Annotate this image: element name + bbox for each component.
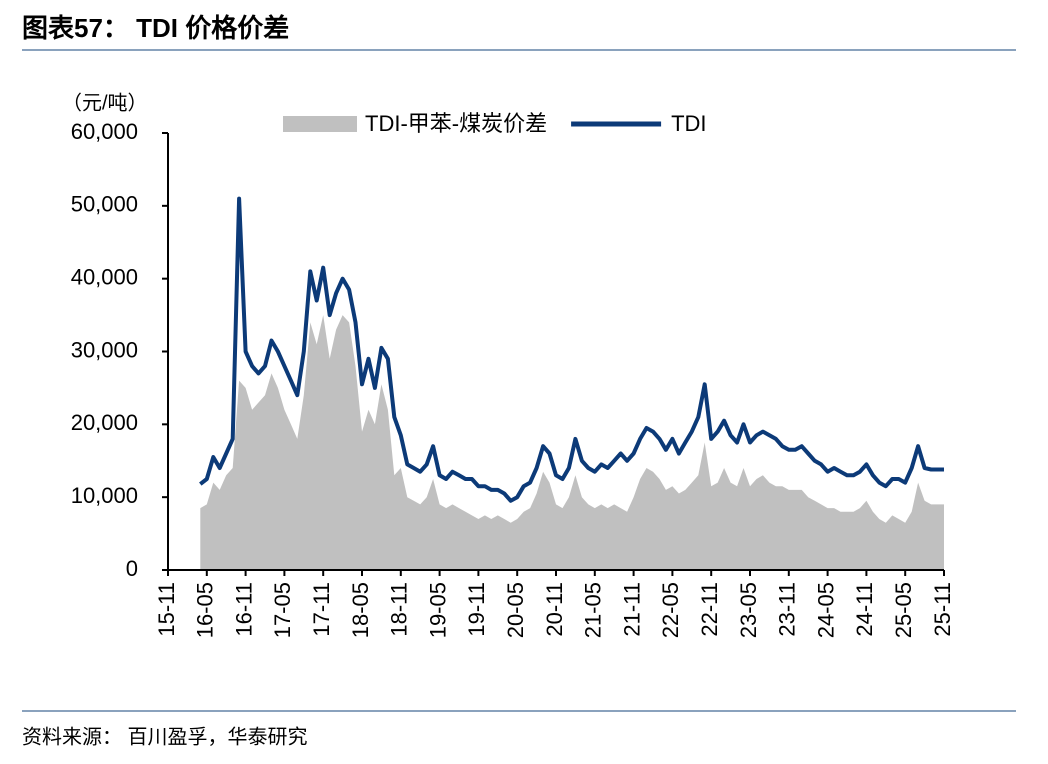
y-tick-label: 0 <box>126 556 138 581</box>
y-tick-label: 30,000 <box>71 337 138 362</box>
x-tick-label: 17-11 <box>309 582 334 637</box>
x-tick-label: 22-11 <box>697 582 722 637</box>
source-note: 资料来源： 百川盈孚，华泰研究 <box>22 725 308 748</box>
x-tick-label: 21-11 <box>619 582 644 637</box>
x-tick-label: 25-05 <box>891 582 916 638</box>
x-tick-label: 16-05 <box>193 582 218 638</box>
x-tick-label: 19-11 <box>464 582 489 637</box>
x-tick-label: 21-05 <box>581 582 606 638</box>
x-tick-label: 18-11 <box>387 582 412 637</box>
y-tick-label: 20,000 <box>71 410 138 435</box>
y-axis-label: （元/吨） <box>62 91 148 114</box>
y-tick-label: 40,000 <box>71 264 138 289</box>
x-tick-label: 23-05 <box>736 582 761 638</box>
x-tick-label: 20-05 <box>503 582 528 638</box>
legend-swatch <box>283 116 357 132</box>
x-tick-label: 18-05 <box>348 582 373 638</box>
legend-label: TDI-甲苯-煤炭价差 <box>365 111 547 136</box>
x-tick-label: 24-11 <box>852 582 877 637</box>
x-tick-label: 24-05 <box>813 582 838 638</box>
legend-label: TDI <box>671 111 706 136</box>
x-tick-label: 22-05 <box>658 582 683 638</box>
y-tick-label: 50,000 <box>71 192 138 217</box>
y-tick-label: 60,000 <box>71 119 138 144</box>
x-tick-label: 16-11 <box>231 582 256 637</box>
x-tick-label: 17-05 <box>270 582 295 638</box>
x-tick-label: 23-11 <box>775 582 800 637</box>
x-tick-label: 19-05 <box>425 582 450 638</box>
chart-title: 图表57： TDI 价格价差 <box>22 13 289 43</box>
y-tick-label: 10,000 <box>71 483 138 508</box>
x-tick-label: 25-11 <box>930 582 955 637</box>
x-tick-label: 15-11 <box>154 582 179 637</box>
x-tick-label: 20-11 <box>542 582 567 637</box>
area <box>200 315 945 570</box>
line <box>199 196 944 503</box>
